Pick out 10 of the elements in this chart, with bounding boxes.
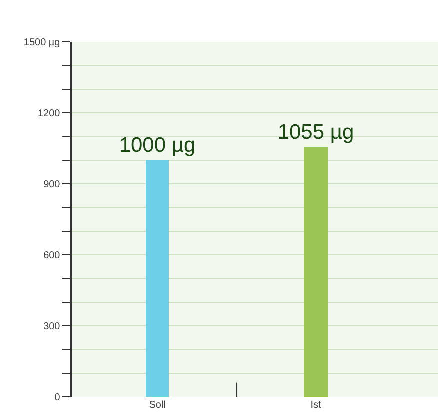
x-tick-label: Ist	[310, 400, 322, 411]
y-tick-label: 900	[44, 180, 61, 190]
data-label: 1000 µg	[119, 134, 196, 157]
y-tick-label: 1500 µg	[24, 38, 60, 48]
y-tick-label: 600	[44, 250, 61, 262]
x-tick-label: Soll	[149, 400, 166, 411]
y-tick-label: 300	[44, 322, 61, 332]
y-tick-label: 0	[54, 392, 61, 404]
y-tick-label: 1200	[38, 108, 61, 120]
data-label: 1055 µg	[278, 121, 354, 144]
